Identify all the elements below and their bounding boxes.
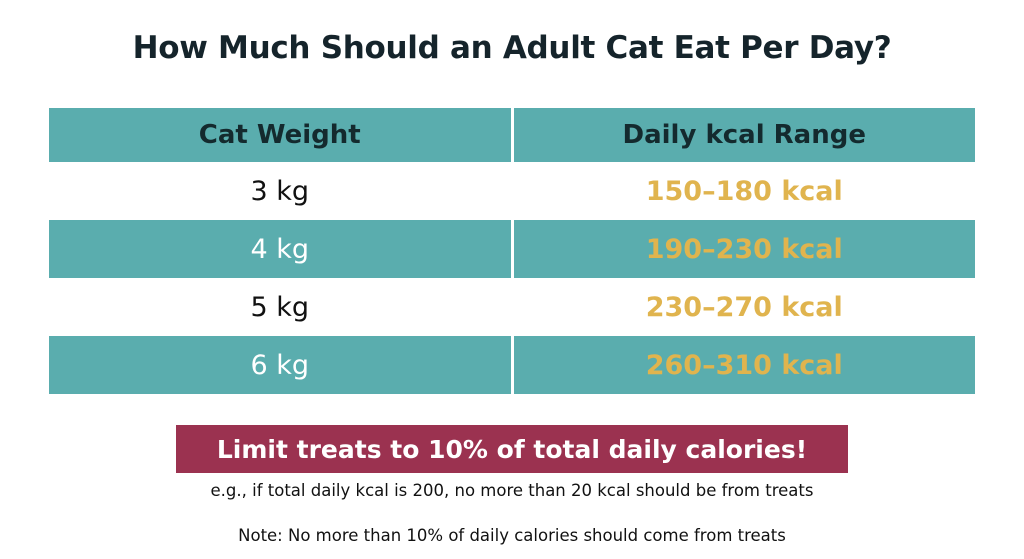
treat-limit-banner: Limit treats to 10% of total daily calor…: [176, 425, 848, 473]
table-row: 3 kg 150–180 kcal: [49, 162, 975, 220]
table-header: Cat Weight Daily kcal Range: [49, 108, 975, 162]
kcal-cell: 260–310 kcal: [510, 336, 976, 394]
kcal-cell: 230–270 kcal: [510, 278, 976, 336]
weight-cell: 3 kg: [250, 175, 310, 207]
note-text: Note: No more than 10% of daily calories…: [238, 526, 786, 545]
table-row: 4 kg 190–230 kcal: [49, 220, 975, 278]
page-title: How Much Should an Adult Cat Eat Per Day…: [132, 30, 892, 66]
example-text: e.g., if total daily kcal is 200, no mor…: [210, 481, 814, 500]
kcal-cell: 190–230 kcal: [510, 220, 976, 278]
table-row: 5 kg 230–270 kcal: [49, 278, 975, 336]
kcal-cell: 150–180 kcal: [510, 162, 976, 220]
calorie-table: Cat Weight Daily kcal Range 3 kg 150–180…: [49, 108, 975, 394]
table-row: 6 kg 260–310 kcal: [49, 336, 975, 394]
weight-cell: 6 kg: [250, 349, 310, 381]
header-daily-kcal: Daily kcal Range: [510, 108, 976, 162]
weight-cell: 5 kg: [250, 291, 310, 323]
weight-cell: 4 kg: [250, 233, 310, 265]
header-cat-weight: Cat Weight: [198, 120, 361, 150]
